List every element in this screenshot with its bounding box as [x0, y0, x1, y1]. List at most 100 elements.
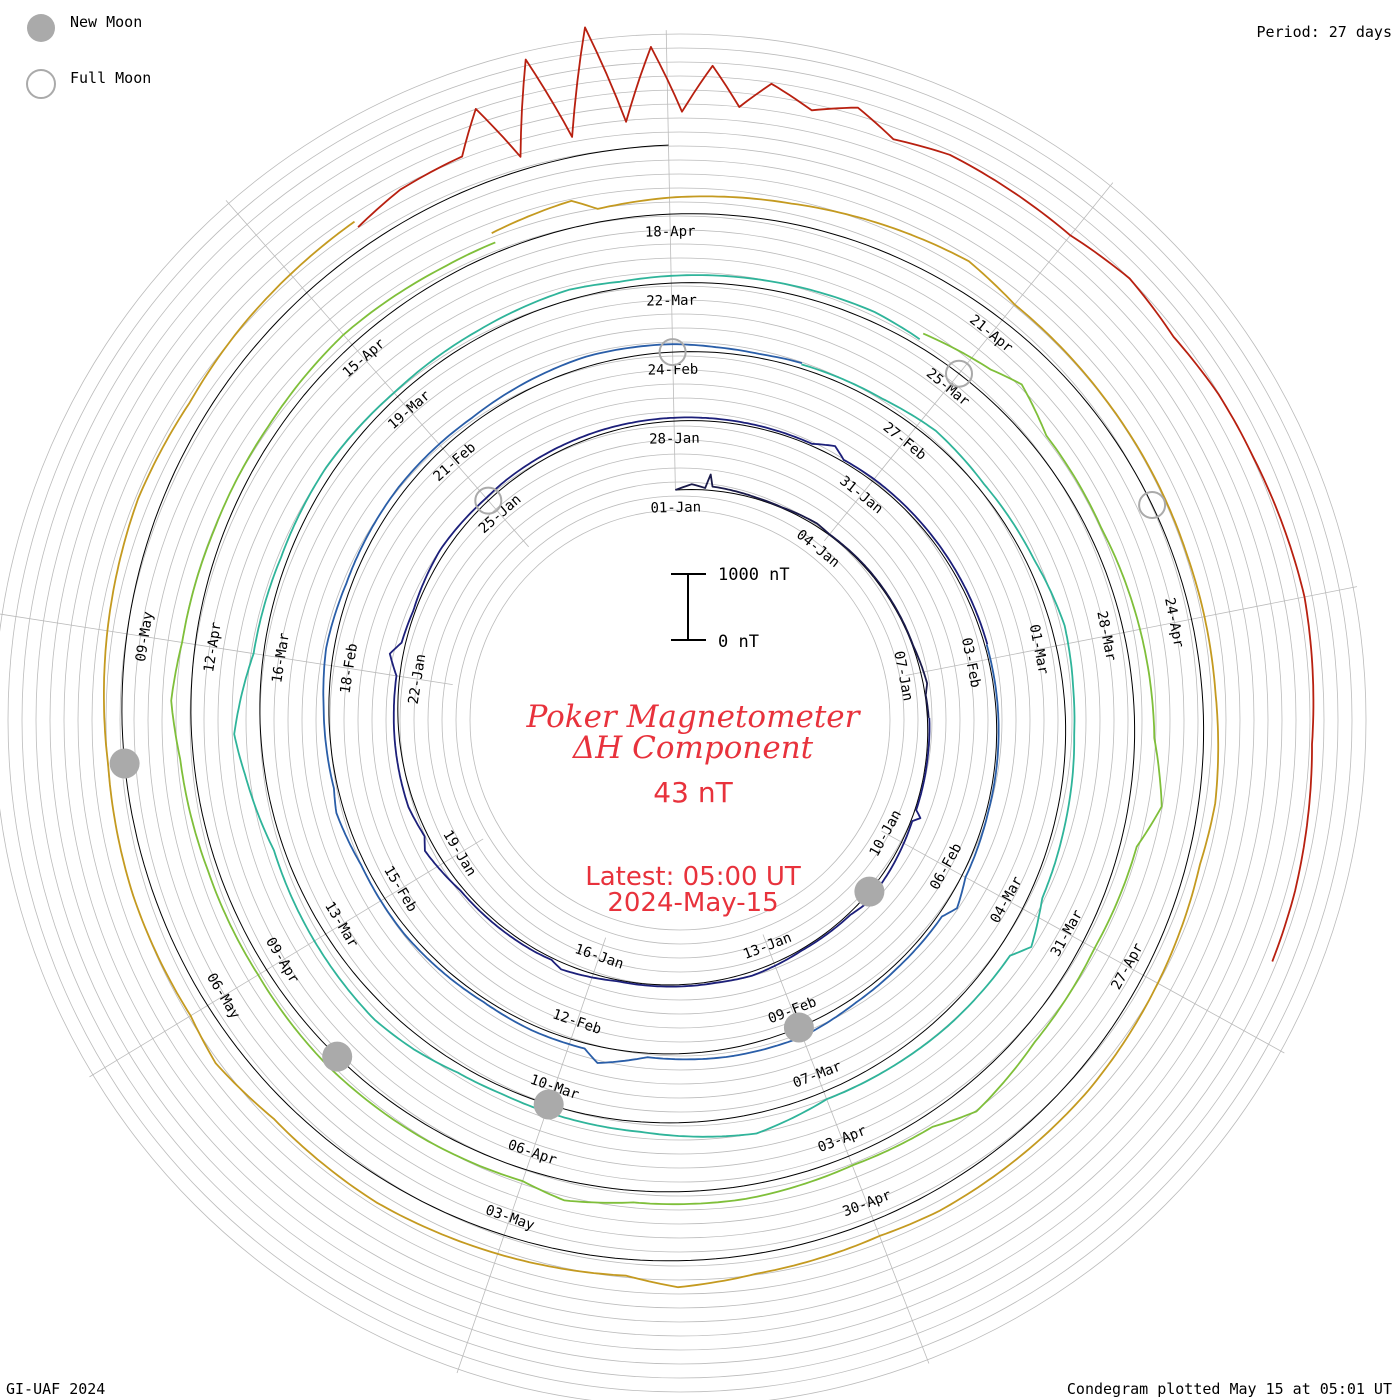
grid-ring: [315, 355, 1045, 1085]
date-label: 24-Feb: [648, 362, 699, 379]
latest-date: 2024-May-15: [607, 888, 778, 918]
new-moon-marker: [854, 876, 885, 907]
date-label: 19-Jan: [439, 828, 479, 880]
new-moon-marker: [533, 1089, 564, 1120]
full-moon-marker: [658, 338, 687, 367]
date-label: 03-May: [483, 1202, 536, 1234]
spoke-line: [89, 838, 484, 1078]
date-label: 21-Apr: [966, 312, 1015, 356]
series-trace-3: [233, 274, 1076, 1138]
spoke-line: [456, 937, 607, 1374]
date-label: 24-Apr: [1161, 596, 1186, 649]
date-label: 18-Feb: [337, 642, 361, 694]
spoke-line: [0, 613, 453, 685]
date-label: 16-Jan: [573, 941, 626, 973]
grid-ring: [175, 215, 1185, 1225]
date-label: 04-Mar: [987, 874, 1025, 926]
baselines: [121, 144, 1205, 1262]
grid-ring: [329, 369, 1031, 1071]
date-label: 18-Apr: [645, 224, 696, 241]
grid-ring: [245, 285, 1115, 1155]
grid-rings: [0, 33, 1367, 1400]
grid-ring: [357, 397, 1003, 1043]
moon-markers: [109, 338, 1167, 1120]
grid-ring: [441, 481, 919, 959]
spoke-line: [665, 30, 676, 491]
grid-ring: [91, 131, 1269, 1309]
scale-bar: 1000 nT 0 nT: [671, 565, 790, 652]
date-label: 16-Mar: [269, 632, 293, 684]
date-label: 06-Apr: [506, 1137, 559, 1169]
grid-ring: [455, 495, 905, 945]
grid-ring: [399, 439, 961, 1001]
date-label: 15-Feb: [380, 863, 420, 915]
grid-ring: [189, 229, 1171, 1211]
spoke-line: [762, 934, 930, 1364]
grid-ring: [49, 89, 1311, 1351]
new-moon-marker: [783, 1012, 814, 1043]
date-label: 06-Feb: [927, 841, 965, 893]
grid-ring: [133, 173, 1227, 1267]
full-moon-legend-icon: [26, 69, 56, 99]
grid-ring: [287, 327, 1073, 1113]
series-trace-2: [322, 343, 1000, 1064]
full-moon-marker: [474, 486, 503, 515]
date-label: 22-Mar: [646, 293, 697, 310]
new-moon-marker: [109, 748, 140, 779]
date-label: 12-Apr: [201, 621, 225, 673]
full-moon-legend-label: Full Moon: [70, 69, 152, 87]
grid-ring: [77, 117, 1283, 1323]
spoke-line: [225, 200, 529, 548]
date-label: 31-Mar: [1048, 907, 1086, 959]
grid-ring: [147, 187, 1213, 1253]
grid-ring: [385, 425, 975, 1015]
footer-left: GI-UAF 2024: [6, 1380, 106, 1398]
grid-ring: [35, 75, 1325, 1365]
date-label: 01-Jan: [650, 500, 701, 517]
date-label: 25-Mar: [923, 366, 972, 410]
new-moon-legend-label: New Moon: [70, 13, 143, 31]
date-label: 09-May: [133, 610, 157, 662]
grid-ring: [371, 411, 989, 1029]
grid-ring: [203, 243, 1157, 1197]
date-label: 09-Apr: [262, 935, 302, 987]
grid-ring: [217, 257, 1143, 1183]
grid-ring: [0, 33, 1367, 1400]
grid-ring: [63, 103, 1297, 1337]
series-trace-0: [675, 473, 930, 718]
center-title: Poker Magnetometer ΔH Component 43 nT La…: [526, 699, 862, 918]
grid-ring: [343, 383, 1017, 1057]
date-label: 15-Apr: [340, 336, 389, 381]
latest-time: Latest: 05:00 UT: [585, 862, 801, 892]
series-trace-4: [170, 241, 1163, 1206]
grid-ring: [105, 145, 1255, 1295]
date-label: 27-Feb: [880, 419, 929, 463]
data-traces: [103, 26, 1315, 1289]
date-label: 04-Jan: [793, 527, 842, 571]
full-moon-marker: [945, 359, 973, 388]
spoke-line: [823, 182, 1114, 542]
current-value: 43 nT: [653, 776, 733, 809]
grid-ring: [119, 159, 1241, 1281]
grid-ring: [161, 201, 1199, 1239]
grid-ring: [7, 47, 1353, 1393]
scale-top-label: 1000 nT: [718, 565, 790, 585]
grid-ring: [469, 509, 891, 931]
baseline-spiral: [121, 144, 1205, 1262]
grid-ring: [427, 467, 933, 973]
chart-subtitle: ΔH Component: [572, 730, 814, 766]
date-label: 07-Jan: [890, 650, 915, 703]
date-label: 28-Mar: [1093, 610, 1118, 663]
full-moon-marker: [1138, 491, 1167, 519]
new-moon-marker: [322, 1041, 353, 1072]
date-label: 28-Jan: [649, 431, 700, 448]
chart-title: Poker Magnetometer: [526, 699, 862, 735]
moon-legend: [26, 14, 56, 99]
date-label: 03-Feb: [958, 636, 983, 689]
scale-bottom-label: 0 nT: [718, 632, 759, 652]
new-moon-legend-icon: [27, 14, 55, 42]
grid-ring: [231, 271, 1129, 1169]
spoke-line: [905, 586, 1358, 676]
series-trace-1: [388, 416, 989, 988]
